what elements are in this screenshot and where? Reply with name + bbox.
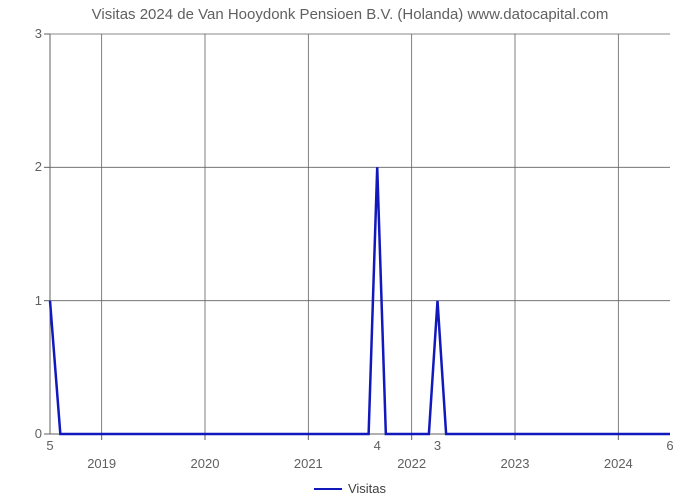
point-label: 4 [374, 438, 381, 453]
chart-title: Visitas 2024 de Van Hooydonk Pensioen B.… [0, 6, 700, 23]
legend: Visitas [0, 480, 700, 496]
x-tick-label: 2020 [191, 456, 220, 471]
y-tick-label: 3 [35, 26, 42, 41]
y-tick-label: 0 [35, 426, 42, 441]
point-label: 6 [666, 438, 673, 453]
chart-svg [50, 34, 670, 434]
y-tick-label: 2 [35, 159, 42, 174]
x-tick-label: 2024 [604, 456, 633, 471]
legend-swatch [314, 488, 342, 490]
x-tick-label: 2021 [294, 456, 323, 471]
chart-container: Visitas 2024 de Van Hooydonk Pensioen B.… [0, 0, 700, 500]
x-tick-label: 2019 [87, 456, 116, 471]
point-label: 3 [434, 438, 441, 453]
point-label: 5 [46, 438, 53, 453]
plot-area [50, 34, 670, 434]
y-tick-label: 1 [35, 293, 42, 308]
legend-label: Visitas [348, 481, 386, 496]
x-tick-label: 2023 [501, 456, 530, 471]
x-tick-label: 2022 [397, 456, 426, 471]
